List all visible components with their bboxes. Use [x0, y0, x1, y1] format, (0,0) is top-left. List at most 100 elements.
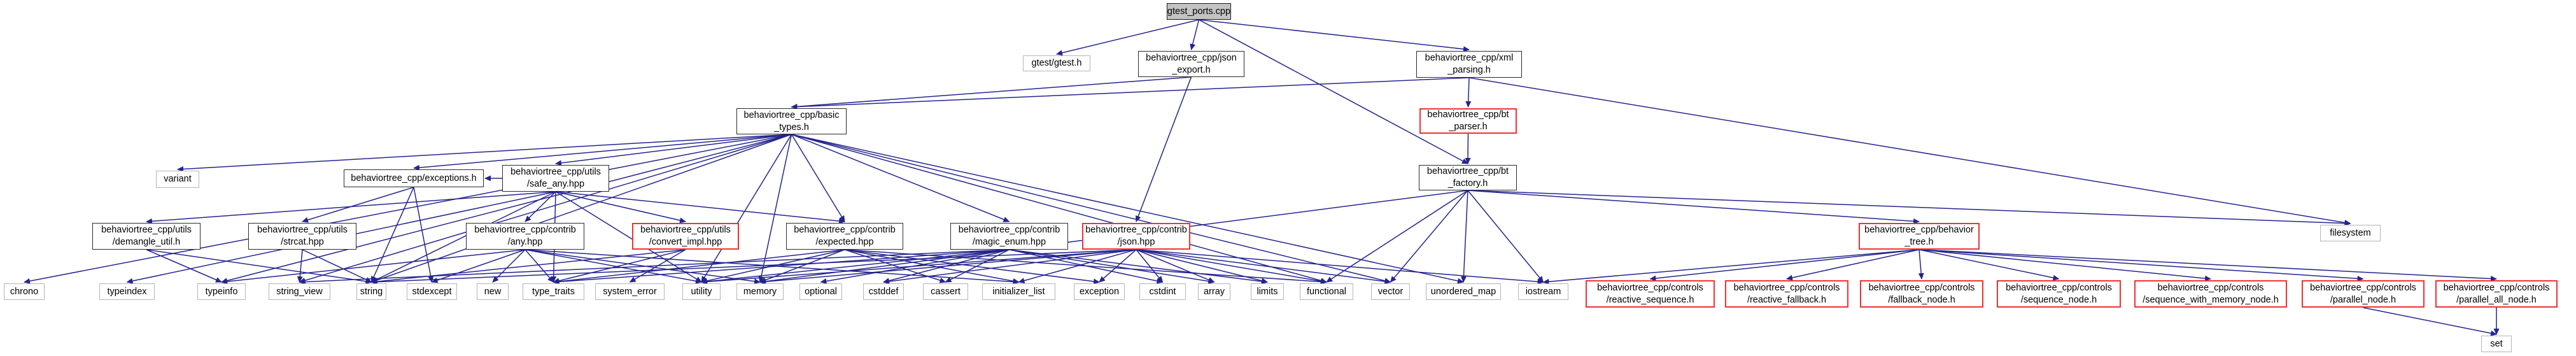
- node-label: memory: [743, 286, 777, 297]
- node-iostream[interactable]: iostream: [1518, 283, 1568, 300]
- node-xml-parsing[interactable]: behaviortree_cpp/xml _parsing.h: [1416, 51, 1522, 78]
- node-typeindex[interactable]: typeindex: [99, 283, 155, 300]
- edge-bt_factory-to-unordered_map: [1460, 190, 1468, 283]
- node-gtest-h[interactable]: gtest/gtest.h: [1023, 55, 1090, 71]
- node-filesystem[interactable]: filesystem: [2320, 225, 2381, 241]
- edge-behavior_tree-to-reactive_sequence: [1649, 249, 1920, 281]
- edge-magic_enum-to-cassert: [945, 249, 1010, 283]
- node-label: type_traits: [532, 286, 575, 297]
- edge-demangle-to-typeinfo: [146, 249, 222, 283]
- node-magic-enum[interactable]: behaviortree_cpp/contrib/magic_enum.hpp: [950, 223, 1068, 250]
- node-fallback-node[interactable]: behaviortree_cpp/controls/fallback_node.…: [1860, 280, 1983, 308]
- node-typeinfo[interactable]: typeinfo: [197, 283, 246, 300]
- node-chrono[interactable]: chrono: [4, 283, 45, 300]
- node-cassert[interactable]: cassert: [923, 283, 968, 300]
- node-string-view[interactable]: string_view: [269, 283, 330, 300]
- node-functional[interactable]: functional: [1300, 283, 1353, 300]
- node-array[interactable]: array: [1198, 283, 1230, 300]
- node-label: behaviortree_cpp/xml: [1425, 53, 1514, 63]
- edge-expected-to-cassert: [844, 249, 947, 283]
- node-label: /expected.hpp: [815, 237, 874, 247]
- node-parallel-node[interactable]: behaviortree_cpp/controls/parallel_node.…: [2302, 280, 2425, 308]
- node-bt-parser[interactable]: behaviortree_cpp/bt _parser.h: [1419, 108, 1517, 134]
- edge-behavior_tree-to-reactive_fallback: [1786, 249, 1920, 281]
- node-label: behaviortree_cpp/controls: [2006, 282, 2112, 293]
- node-reactive-fallback[interactable]: behaviortree_cpp/controls/reactive_fallb…: [1725, 280, 1848, 308]
- node-label: /strcat.hpp: [281, 237, 324, 247]
- edge-magic_enum-to-string_view: [299, 249, 1010, 285]
- node-parallel-all-node[interactable]: behaviortree_cpp/controls/parallel_all_n…: [2435, 280, 2558, 308]
- edge-json_hpp-to-functional: [1136, 249, 1327, 284]
- node-unordered-map[interactable]: unordered_map: [1426, 283, 1501, 300]
- node-sequence-node[interactable]: behaviortree_cpp/controls/sequence_node.…: [1997, 280, 2121, 308]
- node-json-hpp[interactable]: behaviortree_cpp/contrib/json.hpp: [1082, 223, 1190, 250]
- edge-behavior_tree-to-sequence_node: [1918, 249, 2060, 281]
- node-variant[interactable]: variant: [156, 171, 199, 188]
- node-any-hpp[interactable]: behaviortree_cpp/contrib/any.hpp: [466, 223, 584, 250]
- edge-expected-to-exception: [844, 249, 1100, 285]
- edge-json_export-to-json_hpp: [1135, 76, 1192, 222]
- edge-gtest_ports-to-json_export: [1190, 19, 1200, 50]
- node-strcat[interactable]: behaviortree_cpp/utils/strcat.hpp: [248, 223, 356, 250]
- node-optional[interactable]: optional: [799, 283, 842, 300]
- node-expected[interactable]: behaviortree_cpp/contrib/expected.hpp: [786, 223, 903, 250]
- node-initializer-list[interactable]: initializer_list: [982, 283, 1055, 300]
- edge-basic_types-to-string: [370, 134, 792, 283]
- node-label: behaviortree_cpp/exceptions.h: [351, 173, 477, 183]
- edge-magic_enum-to-utility: [701, 249, 1010, 285]
- node-behavior-tree[interactable]: behaviortree_cpp/behavior _tree.h: [1859, 223, 1980, 250]
- node-memory[interactable]: memory: [736, 283, 784, 300]
- node-system-error[interactable]: system_error: [595, 283, 665, 300]
- node-safe-any[interactable]: behaviortree_cpp/utils/safe_any.hpp: [502, 165, 609, 192]
- edge-basic_types-to-variant: [177, 134, 792, 172]
- node-vector[interactable]: vector: [1371, 283, 1410, 300]
- node-demangle[interactable]: behaviortree_cpp/utils/demangle_util.h: [92, 223, 201, 250]
- node-stdexcept[interactable]: stdexcept: [407, 283, 457, 300]
- edge-behavior_tree-to-parallel_node: [1918, 249, 2364, 281]
- node-gtest-ports[interactable]: gtest_ports.cpp: [1167, 3, 1231, 20]
- node-label: typeinfo: [205, 286, 238, 297]
- node-reactive-sequence[interactable]: behaviortree_cpp/controls/reactive_seque…: [1586, 280, 1715, 308]
- edge-magic_enum-to-cstdint: [1009, 249, 1164, 284]
- edge-gtest_ports-to-gtest_h: [1056, 19, 1199, 56]
- edge-any_hpp-to-stdexcept: [431, 249, 526, 283]
- edge-json_hpp-to-array: [1136, 249, 1215, 283]
- node-exceptions[interactable]: behaviortree_cpp/exceptions.h: [344, 169, 484, 187]
- node-label: /convert_impl.hpp: [649, 237, 722, 247]
- node-label: gtest_ports.cpp: [1167, 6, 1231, 17]
- edge-safe_any-to-string: [370, 191, 556, 283]
- node-label: behaviortree_cpp/contrib: [1085, 225, 1187, 235]
- node-label: /parallel_node.h: [2330, 294, 2397, 305]
- node-label: stdexcept: [412, 286, 452, 297]
- node-new[interactable]: new: [477, 283, 509, 300]
- node-label: /parallel_all_node.h: [2456, 294, 2537, 305]
- edge-safe_any-to-convert_impl: [555, 191, 686, 224]
- node-bt-factory[interactable]: behaviortree_cpp/bt _factory.h: [1419, 165, 1517, 190]
- node-utility[interactable]: utility: [682, 283, 721, 300]
- edge-basic_types-to-chrono: [24, 134, 792, 284]
- edge-json_export-to-basic_types: [791, 76, 1192, 110]
- edge-basic_types-to-string_view: [299, 134, 792, 283]
- node-convert-impl[interactable]: behaviortree_cpp/utils/convert_impl.hpp: [632, 223, 739, 250]
- edge-behavior_tree-to-parallel_all_node: [1918, 249, 2497, 282]
- edge-exceptions-to-strcat: [302, 187, 414, 223]
- node-cstddef[interactable]: cstddef: [863, 283, 904, 300]
- node-json-export[interactable]: behaviortree_cpp/json _export.h: [1138, 51, 1244, 77]
- edge-parallel_node-to-set: [2363, 307, 2497, 336]
- node-label: behaviortree_cpp/contrib: [474, 225, 576, 235]
- node-label: behaviortree_cpp/contrib: [958, 225, 1060, 235]
- node-cstdint[interactable]: cstdint: [1139, 283, 1186, 300]
- edge-json_hpp-to-cstddef: [883, 249, 1137, 285]
- node-label: behaviortree_cpp/contrib: [794, 225, 896, 235]
- node-basic-types[interactable]: behaviortree_cpp/basic _types.h: [736, 108, 847, 134]
- edge-bt_factory-to-functional: [1326, 190, 1468, 283]
- node-limits[interactable]: limits: [1251, 283, 1284, 300]
- node-type-traits[interactable]: type_traits: [523, 283, 584, 300]
- node-set[interactable]: set: [2481, 336, 2512, 352]
- node-label: iostream: [1525, 286, 1561, 297]
- edge-basic_types-to-unordered_map: [791, 134, 1464, 284]
- node-sequence-with-memory[interactable]: behaviortree_cpp/controls/sequence_with_…: [2134, 280, 2287, 308]
- node-exception[interactable]: exception: [1074, 283, 1125, 300]
- node-string[interactable]: string: [356, 283, 386, 300]
- edge-safe_any-to-any_hpp: [524, 191, 556, 222]
